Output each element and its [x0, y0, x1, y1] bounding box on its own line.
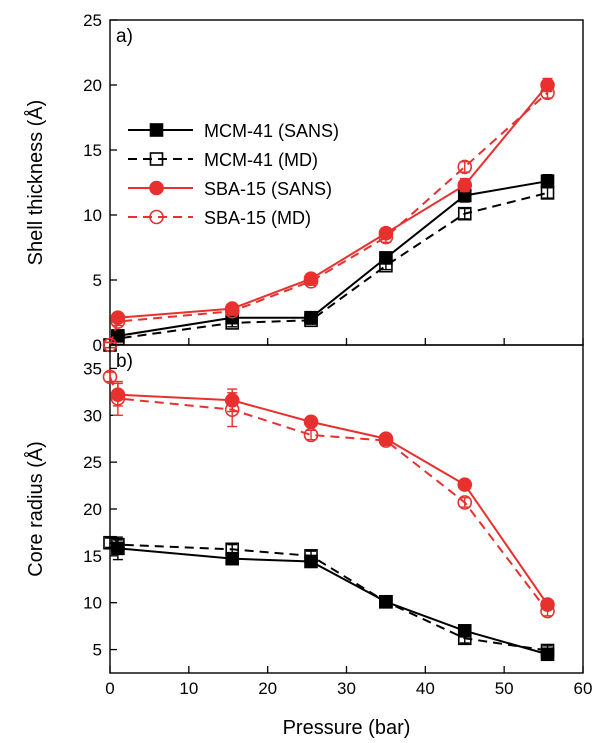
- plot-frame: [109, 344, 584, 674]
- series-0: [111, 536, 555, 662]
- panel-a-y-axis-title: Shell thickness (Å): [24, 100, 47, 266]
- data-point: [540, 603, 555, 619]
- y-tick-label: 5: [93, 271, 102, 290]
- series-3: [102, 369, 555, 619]
- series-0: [111, 173, 555, 343]
- series-line: [117, 180, 548, 337]
- data-point: [225, 542, 239, 557]
- y-tick-label: 5: [93, 641, 102, 660]
- series-line: [109, 541, 548, 652]
- data-point: [457, 159, 473, 175]
- data-point: [111, 537, 125, 552]
- legend-item-2: SBA-15 (SANS): [128, 179, 332, 199]
- legend-item-1: MCM-41 (MD): [128, 150, 318, 170]
- series-line: [117, 84, 549, 319]
- data-point: [540, 85, 555, 101]
- y-tick-label: 30: [83, 406, 102, 425]
- y-tick-label: 25: [83, 453, 102, 472]
- y-tick-label: 0: [93, 336, 102, 355]
- data-point: [303, 273, 319, 289]
- legend-label: MCM-41 (SANS): [204, 121, 339, 141]
- core-radius-panel: b) Core radius (Å) 5 10 15 20 25 30 35 0 10 20 30 4…: [24, 344, 593, 698]
- plot-frame: [109, 19, 584, 346]
- shell-thickness-panel: a) Shell thickness (Å) MCM-41 (SANS)MCM-…: [24, 11, 584, 355]
- data-point: [304, 313, 318, 328]
- y-tick-label: 20: [83, 76, 102, 95]
- legend: MCM-41 (SANS) MCM-41 (MD) SBA-15 (SANS) SBA…: [128, 121, 339, 228]
- data-point: [457, 206, 472, 221]
- x-tick-label: 0: [105, 679, 114, 698]
- legend-label: SBA-15 (MD): [204, 208, 311, 228]
- data-point: [225, 316, 239, 330]
- y-tick-label: 10: [83, 206, 102, 225]
- data-point: [303, 427, 319, 443]
- legend-marker: [149, 209, 164, 225]
- series-2: [110, 77, 555, 326]
- series-line: [117, 547, 548, 656]
- x-tick-label: 50: [495, 679, 514, 698]
- legend-item-0: MCM-41 (SANS): [128, 121, 339, 141]
- series-line: [117, 393, 549, 606]
- data-point: [379, 594, 393, 609]
- data-point: [540, 186, 555, 200]
- data-point: [379, 258, 393, 273]
- legend-marker: [149, 123, 164, 137]
- data-point: [457, 177, 473, 193]
- x-tick-label: 20: [258, 679, 277, 698]
- data-point: [540, 174, 555, 188]
- data-point: [224, 402, 240, 417]
- data-point: [457, 495, 473, 510]
- legend-label: SBA-15 (SANS): [204, 179, 332, 199]
- series-1: [103, 535, 555, 658]
- x-tick-label: 30: [337, 679, 356, 698]
- data-point: [378, 229, 394, 245]
- y-tick-label: 35: [83, 359, 102, 378]
- data-point: [102, 369, 118, 385]
- y-tick-label: 15: [83, 547, 102, 566]
- panel-b-label: b): [116, 351, 133, 372]
- x-tick-label: 40: [416, 679, 435, 698]
- data-point: [378, 433, 394, 448]
- data-point: [110, 391, 126, 406]
- y-tick-label: 10: [83, 594, 102, 613]
- x-tick-label: 60: [574, 679, 593, 698]
- panel-a-label: a): [116, 26, 133, 47]
- y-tick-label: 25: [83, 11, 102, 30]
- y-tick-label: 20: [83, 500, 102, 519]
- data-point: [304, 549, 318, 563]
- legend-marker: [149, 152, 164, 166]
- legend-marker: [149, 180, 164, 196]
- data-point: [103, 535, 117, 550]
- series-line: [109, 376, 549, 612]
- data-point: [540, 643, 555, 658]
- data-point: [457, 477, 473, 492]
- legend-item-3: SBA-15 (MD): [128, 208, 311, 228]
- data-point: [303, 414, 319, 430]
- series-2: [110, 382, 555, 612]
- legend-label: MCM-41 (MD): [204, 150, 318, 170]
- data-point: [110, 314, 126, 329]
- data-point: [457, 631, 472, 646]
- x-tick-label: 10: [179, 679, 198, 698]
- x-axis-title: Pressure (bar): [283, 717, 411, 739]
- panel-b-y-axis-title: Core radius (Å): [24, 441, 47, 577]
- data-point: [224, 303, 240, 319]
- y-tick-label: 15: [83, 141, 102, 160]
